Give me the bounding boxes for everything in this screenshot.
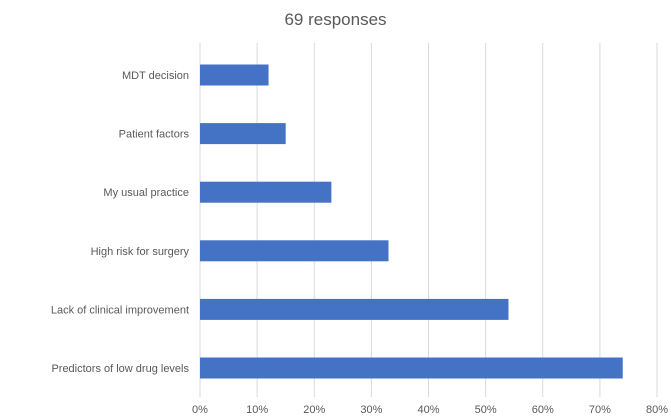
x-tick-label: 30% bbox=[360, 404, 382, 416]
category-label: MDT decision bbox=[122, 70, 189, 82]
category-label: Predictors of low drug levels bbox=[51, 363, 189, 375]
x-tick-label: 10% bbox=[246, 404, 268, 416]
bar bbox=[200, 123, 286, 145]
x-tick-labels: 0% 10% 20% 30% 40% 50% 60% 70% 80% bbox=[192, 404, 668, 416]
x-tick-label: 70% bbox=[589, 404, 611, 416]
chart-title: 69 responses bbox=[284, 10, 387, 29]
category-label: High risk for surgery bbox=[91, 246, 190, 258]
category-label: Patient factors bbox=[119, 129, 190, 141]
bar bbox=[200, 181, 332, 203]
category-label: My usual practice bbox=[103, 187, 189, 199]
bar bbox=[200, 298, 509, 320]
category-labels: MDT decision Patient factors My usual prac… bbox=[51, 70, 190, 375]
bar bbox=[200, 240, 389, 262]
x-tick-label: 40% bbox=[417, 404, 439, 416]
x-tick-label: 60% bbox=[532, 404, 554, 416]
x-tick-label: 20% bbox=[303, 404, 325, 416]
gridlines bbox=[199, 43, 658, 397]
bars bbox=[200, 64, 623, 379]
category-label: Lack of clinical improvement bbox=[51, 304, 189, 316]
bar bbox=[200, 64, 269, 86]
x-tick-label: 50% bbox=[475, 404, 497, 416]
bar bbox=[200, 357, 623, 379]
x-tick-label: 0% bbox=[192, 404, 208, 416]
x-tick-label: 80% bbox=[646, 404, 668, 416]
